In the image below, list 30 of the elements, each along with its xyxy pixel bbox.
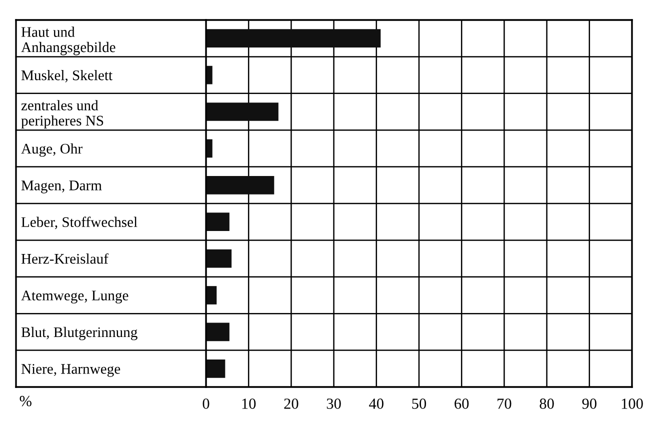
bar: [206, 102, 278, 121]
bar: [206, 212, 230, 232]
bar: [206, 249, 232, 268]
y-tick-label: Atemwege, Lunge: [21, 290, 128, 304]
x-tick-label: 0: [202, 398, 210, 409]
x-tick-label: 10: [242, 398, 256, 409]
bar: [206, 29, 381, 48]
bar: [206, 286, 217, 304]
x-tick-label: 30: [326, 398, 341, 409]
y-tick-label: Niere, Harnwege: [21, 364, 120, 377]
x-tick-label: 20: [284, 398, 298, 409]
x-tick-label: 100: [622, 398, 643, 409]
x-tick-label: 40: [369, 398, 384, 409]
y-tick-label: Blut, Blutgerinnung: [21, 326, 138, 340]
y-tick-label: Auge, Ohr: [21, 143, 82, 157]
y-tick-label: Haut und Anhangsgebilde: [21, 26, 116, 56]
x-tick-label: 50: [412, 398, 426, 409]
y-tick-label: Magen, Darm: [21, 180, 102, 194]
bar: [206, 359, 226, 378]
y-tick-label: zentrales und peripheres NS: [21, 100, 104, 129]
x-tick-label: 70: [498, 398, 512, 409]
x-tick-label: 60: [454, 398, 469, 409]
x-tick-label: 80: [540, 398, 554, 409]
y-tick-label: Muskel, Skelett: [21, 70, 112, 82]
bar: [206, 176, 274, 194]
bar: [206, 322, 230, 342]
x-tick-label: 90: [582, 398, 596, 409]
x-axis-title: %: [20, 396, 32, 406]
y-tick-label: Leber, Stoffwechsel: [21, 216, 138, 230]
y-tick-label: Herz-Kreislauf: [21, 253, 108, 264]
